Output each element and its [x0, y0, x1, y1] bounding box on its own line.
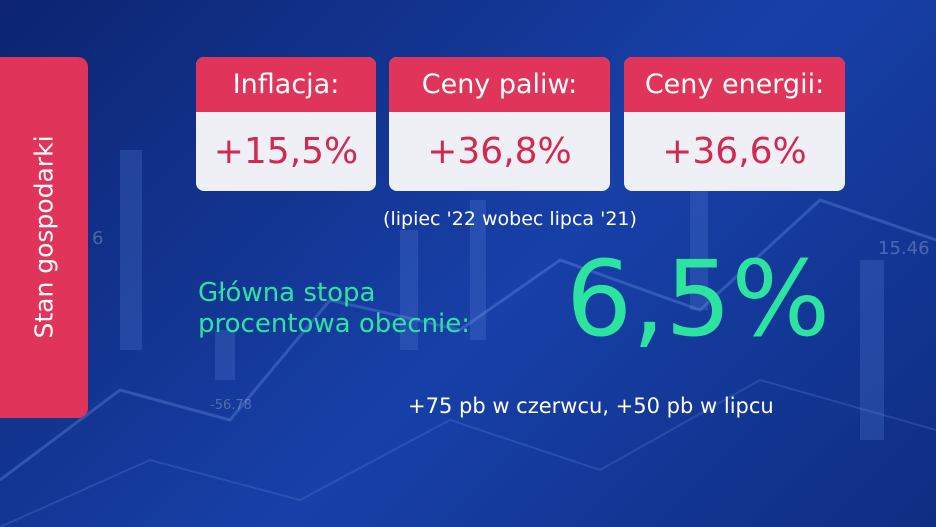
- card-value: +15,5%: [213, 131, 359, 172]
- card-value: +36,8%: [427, 131, 572, 172]
- footnote: +75 pb w czerwcu, +50 pb w lipcu: [408, 394, 774, 418]
- card-label: Inflacja:: [196, 57, 376, 112]
- rate-label-line: procentowa obecnie:: [198, 309, 471, 339]
- card: Inflacja: +15,5%: [196, 57, 376, 191]
- side-tab: Stan gospodarki: [0, 57, 88, 418]
- card-label: Ceny paliw:: [389, 57, 610, 112]
- background-label: 6: [92, 228, 104, 249]
- background-label: 15.46: [878, 238, 930, 259]
- card: Ceny paliw: +36,8%: [389, 57, 610, 191]
- card-label: Ceny energii:: [624, 57, 845, 112]
- rate-label-line: Główna stopa: [198, 278, 376, 308]
- rate-label: Główna stopa procentowa obecnie:: [198, 278, 470, 340]
- note: (lipiec '22 wobec lipca '21): [383, 208, 637, 230]
- rate-value: 6,5%: [566, 238, 831, 360]
- card-value: +36,6%: [662, 131, 807, 172]
- card: Ceny energii: +36,6%: [624, 57, 845, 191]
- background-label: -56.78: [210, 398, 252, 413]
- side-label: Stan gospodarki: [29, 135, 59, 339]
